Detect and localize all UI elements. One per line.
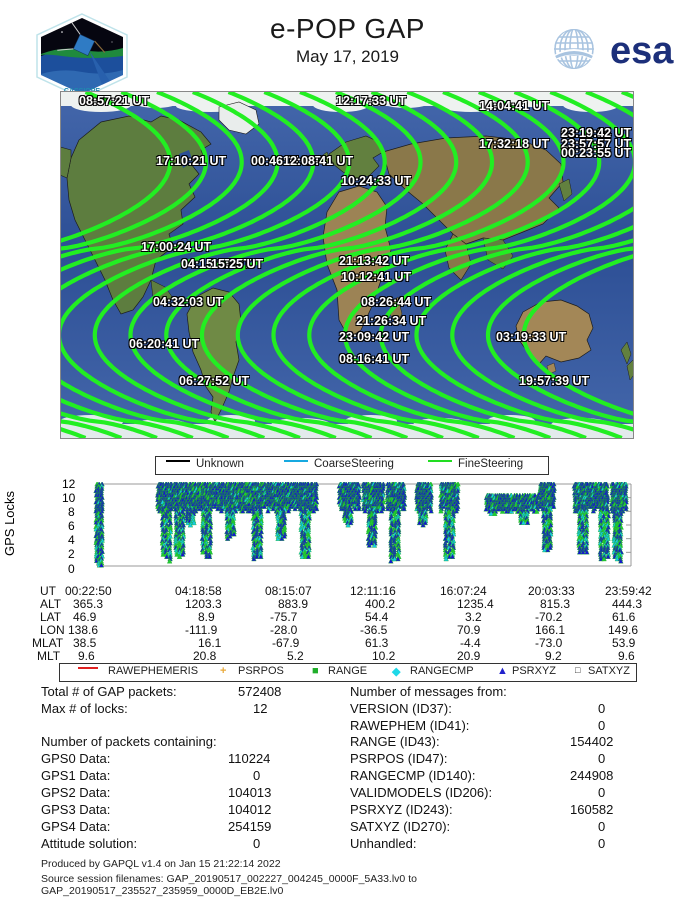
svg-text:esa: esa [610, 30, 674, 72]
